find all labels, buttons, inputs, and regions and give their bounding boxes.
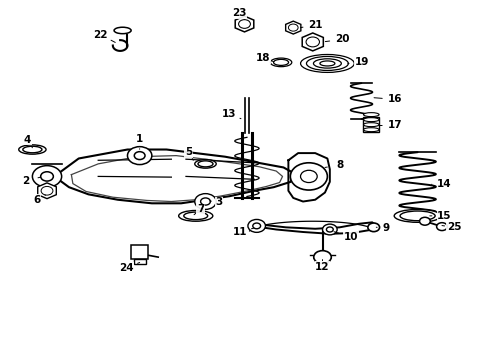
Circle shape (367, 223, 379, 231)
Circle shape (32, 166, 61, 187)
Ellipse shape (306, 57, 347, 71)
Text: 10: 10 (343, 232, 357, 242)
Ellipse shape (399, 211, 434, 221)
Circle shape (127, 147, 152, 165)
Circle shape (200, 198, 210, 205)
Text: 19: 19 (354, 57, 368, 67)
Text: 18: 18 (255, 53, 270, 63)
Text: 13: 13 (221, 109, 236, 119)
Bar (134, 258, 145, 264)
Circle shape (288, 24, 298, 31)
Circle shape (436, 223, 447, 230)
Circle shape (41, 172, 53, 181)
Ellipse shape (178, 211, 212, 221)
Ellipse shape (19, 145, 46, 154)
Text: 24: 24 (119, 263, 134, 273)
Circle shape (326, 227, 332, 232)
Text: 14: 14 (436, 179, 451, 189)
Text: 6: 6 (34, 195, 41, 205)
Circle shape (41, 186, 53, 195)
Bar (131, 245, 148, 259)
Text: 17: 17 (386, 121, 401, 130)
Ellipse shape (363, 123, 378, 127)
Circle shape (419, 217, 429, 225)
Ellipse shape (198, 161, 213, 167)
Polygon shape (302, 33, 323, 51)
Circle shape (300, 170, 317, 183)
Ellipse shape (393, 210, 440, 222)
Circle shape (322, 224, 336, 235)
Polygon shape (285, 21, 300, 34)
Ellipse shape (23, 146, 42, 153)
Text: 22: 22 (93, 30, 108, 40)
Ellipse shape (363, 118, 378, 122)
Text: 5: 5 (184, 147, 192, 157)
Circle shape (134, 152, 145, 159)
Ellipse shape (183, 212, 207, 220)
Ellipse shape (273, 59, 288, 66)
Text: 7: 7 (197, 204, 204, 215)
Text: 20: 20 (334, 35, 348, 44)
Text: 8: 8 (335, 160, 343, 170)
Text: 12: 12 (315, 262, 329, 272)
Ellipse shape (194, 159, 216, 168)
Text: 1: 1 (136, 134, 143, 144)
Text: 2: 2 (22, 176, 30, 186)
Text: 25: 25 (446, 222, 461, 232)
Ellipse shape (300, 54, 353, 72)
Ellipse shape (363, 128, 378, 132)
Polygon shape (38, 183, 56, 199)
Circle shape (194, 194, 216, 210)
Circle shape (247, 220, 265, 232)
Ellipse shape (313, 59, 341, 68)
Text: 16: 16 (386, 94, 401, 104)
Circle shape (238, 20, 250, 28)
Text: 3: 3 (215, 197, 223, 207)
Text: 21: 21 (307, 20, 322, 30)
Ellipse shape (114, 27, 131, 34)
Circle shape (305, 37, 319, 47)
Ellipse shape (363, 113, 378, 117)
Text: 9: 9 (382, 224, 388, 233)
Ellipse shape (319, 61, 334, 66)
Text: 23: 23 (232, 8, 246, 18)
Circle shape (313, 251, 330, 264)
Circle shape (290, 163, 327, 190)
Text: 15: 15 (436, 211, 451, 221)
Text: 11: 11 (232, 227, 246, 237)
Circle shape (252, 223, 260, 229)
Ellipse shape (270, 58, 291, 67)
Polygon shape (235, 16, 253, 32)
Text: 4: 4 (24, 135, 31, 145)
Bar (363, 117, 378, 132)
